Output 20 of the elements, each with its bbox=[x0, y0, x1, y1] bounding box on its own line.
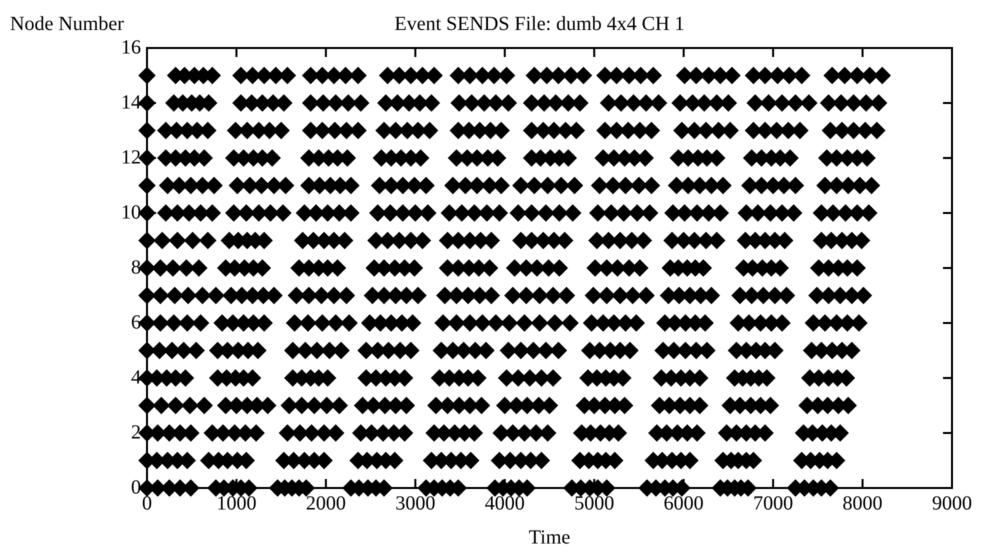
x-tick-label: 6000 bbox=[664, 492, 704, 514]
x-tick-label: 5000 bbox=[574, 492, 614, 514]
x-tick-label: 9000 bbox=[932, 492, 972, 514]
x-tick-label: 2000 bbox=[306, 492, 346, 514]
x-tick-label: 3000 bbox=[395, 492, 436, 514]
y-tick-label: 12 bbox=[121, 146, 141, 168]
y-tick-label: 16 bbox=[121, 36, 141, 58]
y-tick-label: 0 bbox=[131, 476, 141, 498]
x-tick-label: 7000 bbox=[753, 492, 794, 514]
y-tick-label: 2 bbox=[131, 421, 141, 444]
chart-title: Event SENDS File: dumb 4x4 CH 1 bbox=[394, 13, 685, 35]
y-tick-label: 10 bbox=[121, 201, 141, 224]
x-axis-title: Time bbox=[528, 526, 570, 548]
x-tick-label: 1000 bbox=[216, 492, 256, 514]
y-tick-label: 8 bbox=[131, 256, 141, 278]
y-axis-title: Node Number bbox=[10, 13, 124, 35]
x-tick-label: 8000 bbox=[842, 492, 883, 514]
x-tick-label: 4000 bbox=[484, 492, 525, 514]
y-tick-label: 14 bbox=[121, 91, 141, 114]
y-tick-label: 4 bbox=[131, 366, 141, 388]
